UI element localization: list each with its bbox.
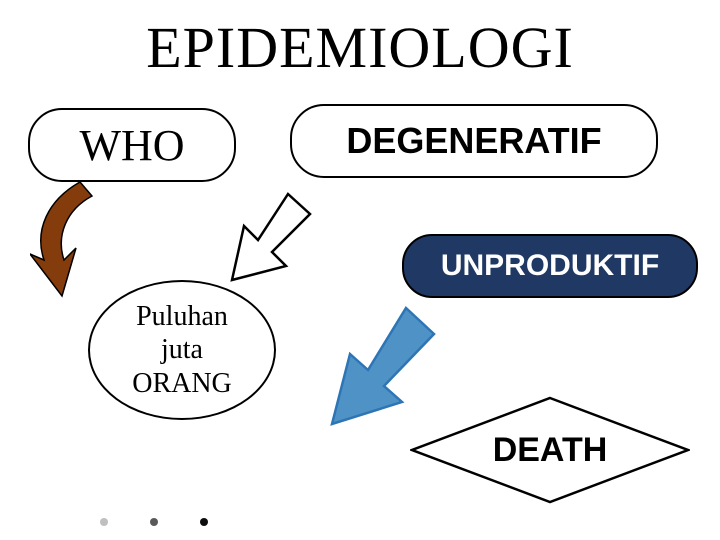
node-unproduktif: UNPRODUKTIF	[402, 234, 698, 298]
decorative-dots	[100, 518, 208, 526]
node-who: WHO	[28, 108, 236, 182]
arrow-block-blue-icon	[310, 302, 440, 432]
dot-icon	[150, 518, 158, 526]
arrow-curved-icon	[30, 182, 130, 302]
dot-icon	[200, 518, 208, 526]
node-degeneratif: DEGENERATIF	[290, 104, 658, 178]
arrow-block-white-icon	[216, 188, 316, 288]
node-death-label: DEATH	[493, 431, 608, 470]
node-unproduktif-label: UNPRODUKTIF	[441, 249, 659, 283]
page-title: EPIDEMIOLOGI	[0, 14, 720, 81]
dot-icon	[100, 518, 108, 526]
node-degeneratif-label: DEGENERATIF	[346, 120, 601, 162]
node-death: DEATH	[410, 396, 690, 504]
node-who-label: WHO	[79, 120, 184, 171]
node-puluhan-label: PuluhanjutaORANG	[132, 300, 232, 399]
